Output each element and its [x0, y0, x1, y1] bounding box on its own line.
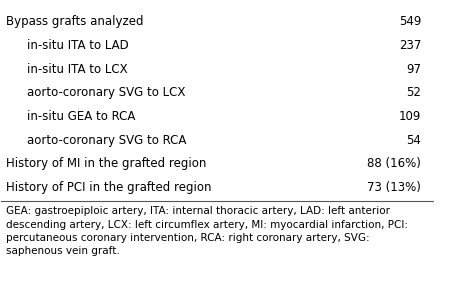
Text: Bypass grafts analyzed: Bypass grafts analyzed — [6, 15, 143, 28]
Text: History of MI in the grafted region: History of MI in the grafted region — [6, 157, 206, 170]
Text: History of PCI in the grafted region: History of PCI in the grafted region — [6, 181, 211, 194]
Text: 88 (16%): 88 (16%) — [367, 157, 421, 170]
Text: in-situ ITA to LAD: in-situ ITA to LAD — [27, 39, 129, 52]
Text: 109: 109 — [399, 110, 421, 123]
Text: 52: 52 — [406, 86, 421, 99]
Text: GEA: gastroepiploic artery, ITA: internal thoracic artery, LAD: left anterior
de: GEA: gastroepiploic artery, ITA: interna… — [6, 206, 408, 256]
Text: 237: 237 — [399, 39, 421, 52]
Text: aorto-coronary SVG to RCA: aorto-coronary SVG to RCA — [27, 134, 187, 147]
Text: 97: 97 — [406, 63, 421, 76]
Text: 549: 549 — [399, 15, 421, 28]
Text: aorto-coronary SVG to LCX: aorto-coronary SVG to LCX — [27, 86, 186, 99]
Text: in-situ ITA to LCX: in-situ ITA to LCX — [27, 63, 128, 76]
Text: 54: 54 — [406, 134, 421, 147]
Text: 73 (13%): 73 (13%) — [367, 181, 421, 194]
Text: in-situ GEA to RCA: in-situ GEA to RCA — [27, 110, 136, 123]
